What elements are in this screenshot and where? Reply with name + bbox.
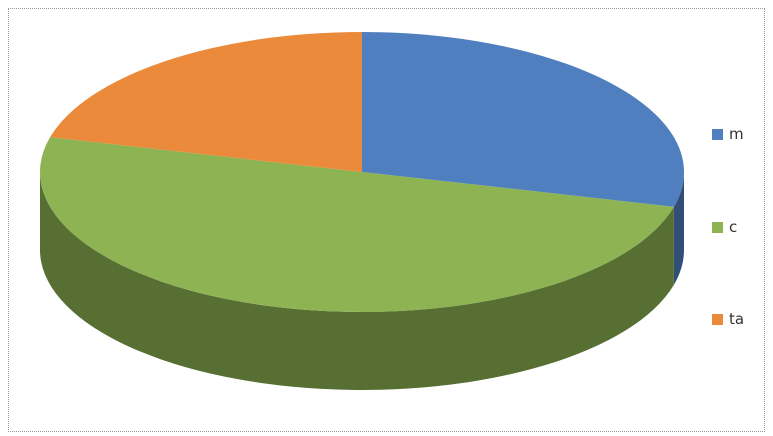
pie-side-m [673, 172, 684, 285]
legend-swatch-m [712, 128, 723, 140]
pie-side-c [40, 172, 674, 391]
legend-label-c: c [729, 218, 738, 236]
pie-slice-m [362, 32, 684, 207]
pie-slice-c [40, 137, 674, 312]
legend-swatch-c [712, 221, 723, 233]
legend-item-c: c [712, 218, 737, 236]
legend-label-m: m [729, 125, 744, 143]
legend-label-ta: ta [729, 310, 745, 328]
pie-slice-ta [50, 32, 363, 172]
legend: m c ta [712, 0, 772, 436]
legend-item-m: m [712, 125, 744, 143]
legend-item-ta: ta [712, 310, 744, 328]
legend-swatch-ta [712, 313, 723, 325]
chart-frame [8, 8, 765, 432]
